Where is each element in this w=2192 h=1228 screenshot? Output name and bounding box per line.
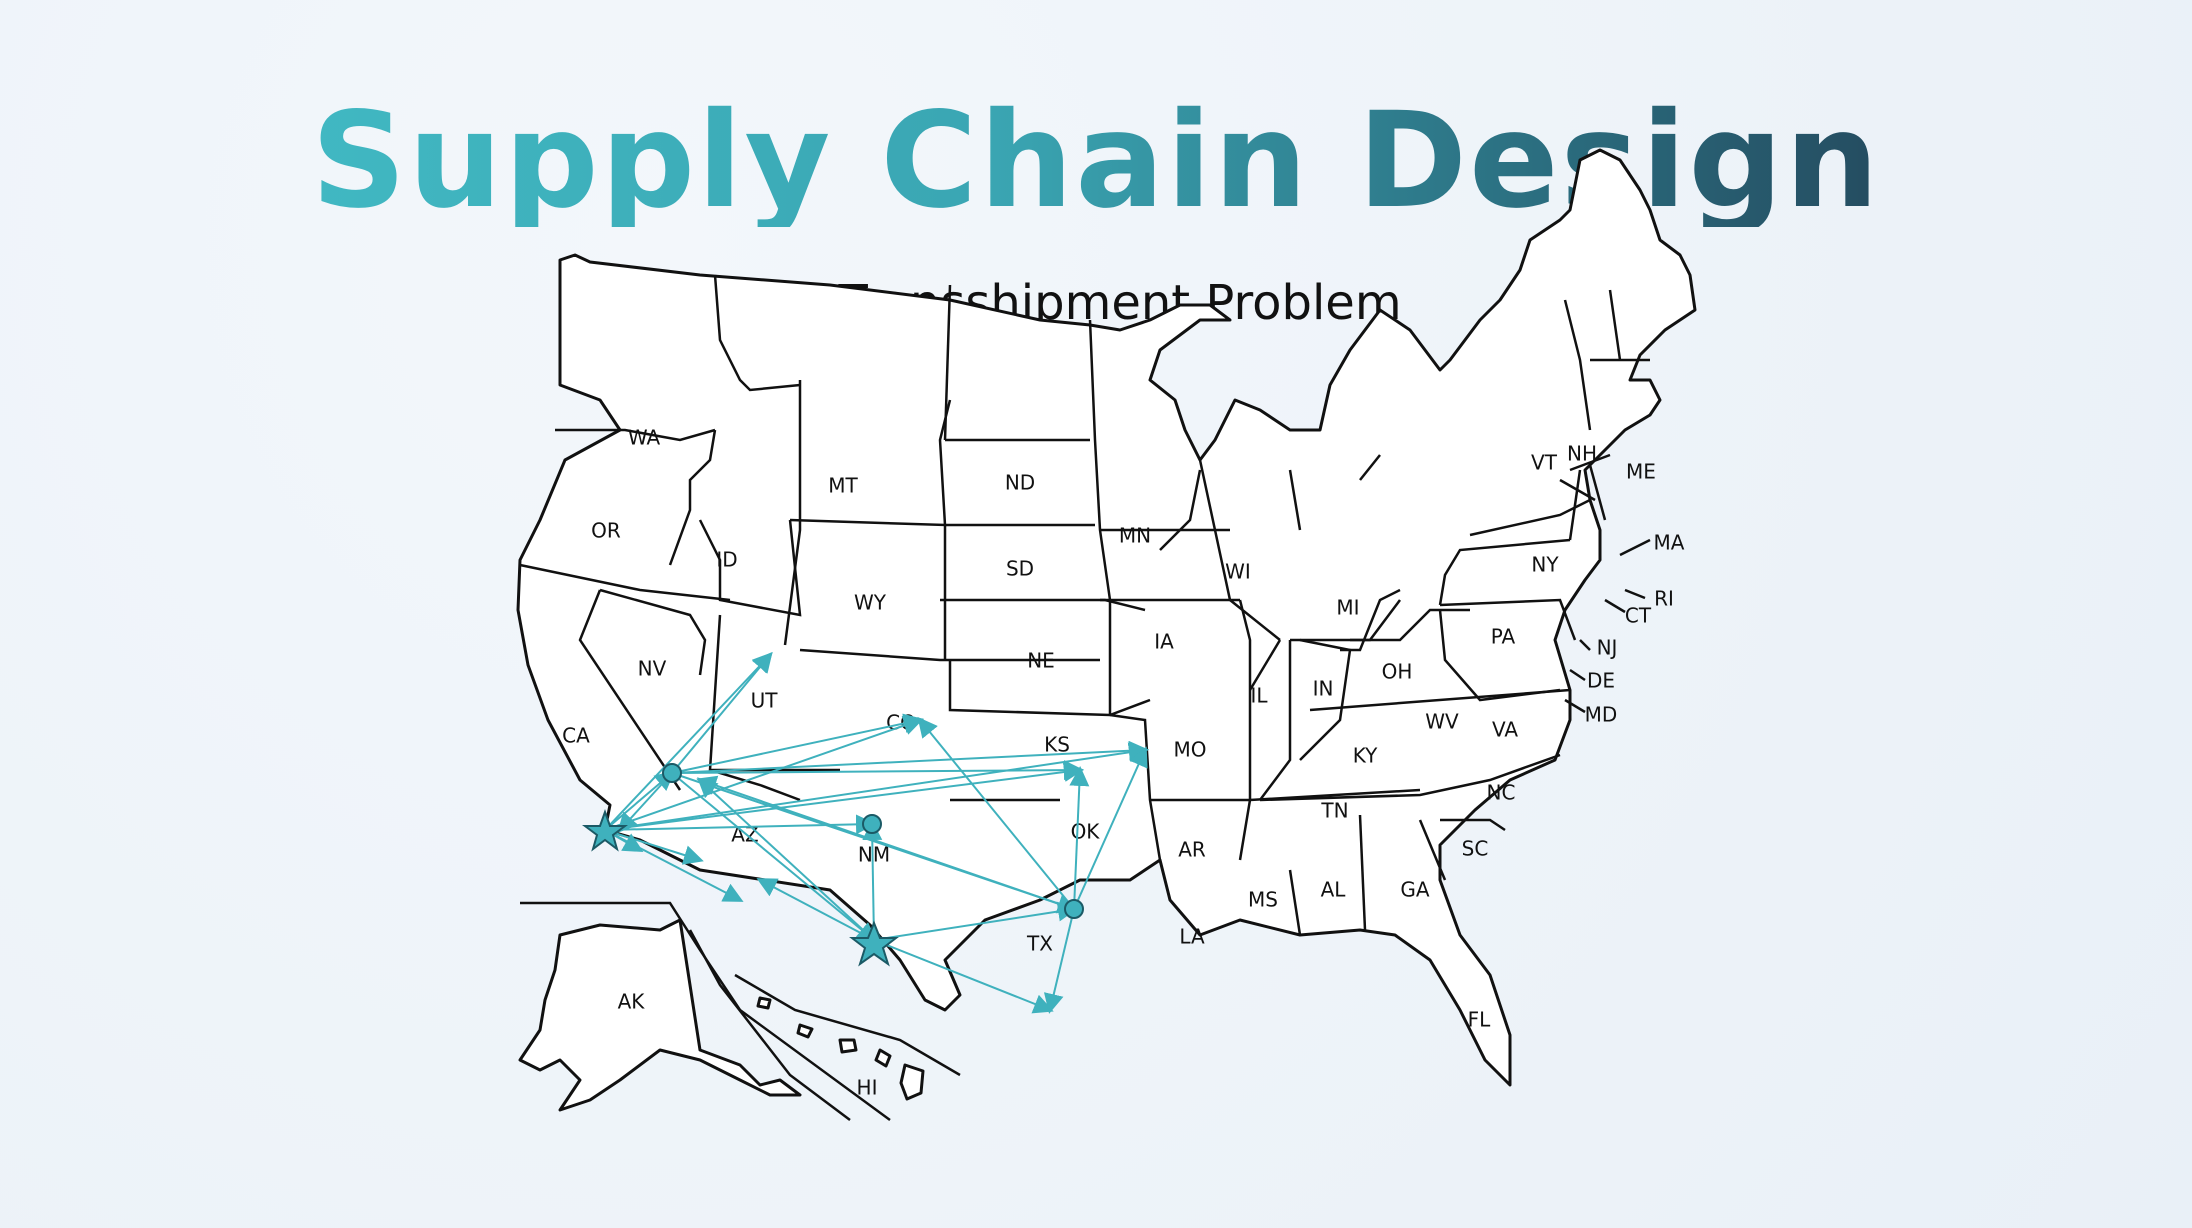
label-ct: CT [1625,604,1652,628]
supply-star-nm-tx [849,920,899,967]
supply-star-ca [582,809,628,852]
state-labels: WA OR CA NV ID MT WY UT AZ CO NM ND SD N… [562,426,1685,1100]
network-routes [604,651,1149,1014]
label-ri: RI [1654,587,1674,611]
label-va: VA [1492,718,1518,742]
route-arrow [604,829,704,865]
route-arrow [671,713,924,774]
label-wi: WI [1225,560,1251,584]
label-ar: AR [1178,838,1206,862]
label-ut: UT [751,689,779,713]
label-vt: VT [1531,451,1558,475]
label-ma: MA [1654,531,1685,555]
label-mi: MI [1336,596,1359,620]
label-ok: OK [1071,820,1101,844]
label-wv: WV [1425,710,1459,734]
label-ms: MS [1248,888,1278,912]
route-arrow [756,878,875,941]
label-mn: MN [1119,524,1151,548]
network-nodes [582,763,1084,967]
label-md: MD [1585,703,1618,727]
label-fl: FL [1468,1008,1492,1032]
route-arrow [696,775,1075,910]
label-mt: MT [828,474,858,498]
route-arrow [617,772,673,833]
label-nv: NV [638,657,667,681]
label-wa: WA [628,426,661,450]
route-arrow [873,939,1054,1014]
us-outline [516,148,1697,1087]
state-borders [519,274,1650,936]
hub-tx [1064,899,1084,919]
leader-lines [1559,464,1651,714]
label-tx: TX [1026,932,1053,956]
route-arrow [917,716,1075,910]
label-il: IL [1250,684,1268,708]
route-arrow [604,742,1149,831]
alaska [518,918,802,1112]
label-mo: MO [1174,738,1207,762]
route-arrow [873,901,1078,941]
label-ks: KS [1044,733,1070,757]
route-arrow [671,740,1149,774]
route-arrow [671,772,878,943]
hub-nm [862,814,882,834]
label-pa: PA [1491,625,1516,649]
label-oh: OH [1382,660,1413,684]
label-ky: KY [1353,744,1378,768]
label-la: LA [1179,925,1205,949]
route-arrow [604,715,924,831]
label-sd: SD [1006,557,1034,581]
label-ga: GA [1400,878,1429,902]
label-nd: ND [1005,471,1035,495]
hub-nv [662,763,682,783]
route-arrow [604,652,773,831]
label-nc: NC [1487,781,1516,805]
label-nh: NH [1567,442,1597,466]
label-or: OR [591,519,621,543]
route-arrow [1073,746,1148,910]
route-arrow [604,762,1084,831]
label-sc: SC [1462,837,1489,861]
label-id: ID [716,548,737,572]
label-nj: NJ [1597,636,1618,660]
label-ne: NE [1027,649,1055,673]
label-wy: WY [854,591,887,615]
label-in: IN [1313,677,1334,701]
hawaii [756,996,925,1101]
label-ca: CA [562,724,590,748]
label-tn: TN [1320,799,1348,823]
label-ny: NY [1531,553,1559,577]
label-al: AL [1321,878,1347,902]
label-me: ME [1626,460,1656,484]
label-ia: IA [1154,630,1174,654]
route-arrow [862,820,883,941]
label-de: DE [1587,669,1615,693]
label-hi: HI [857,1076,878,1100]
route-arrow [697,777,875,941]
label-nm: NM [858,843,890,867]
route-arrow [671,760,1084,781]
route-arrow [604,770,676,831]
route-arrow [1043,908,1075,1014]
route-arrow [1069,766,1090,910]
label-ak: AK [618,990,646,1014]
route-arrow [671,651,773,774]
